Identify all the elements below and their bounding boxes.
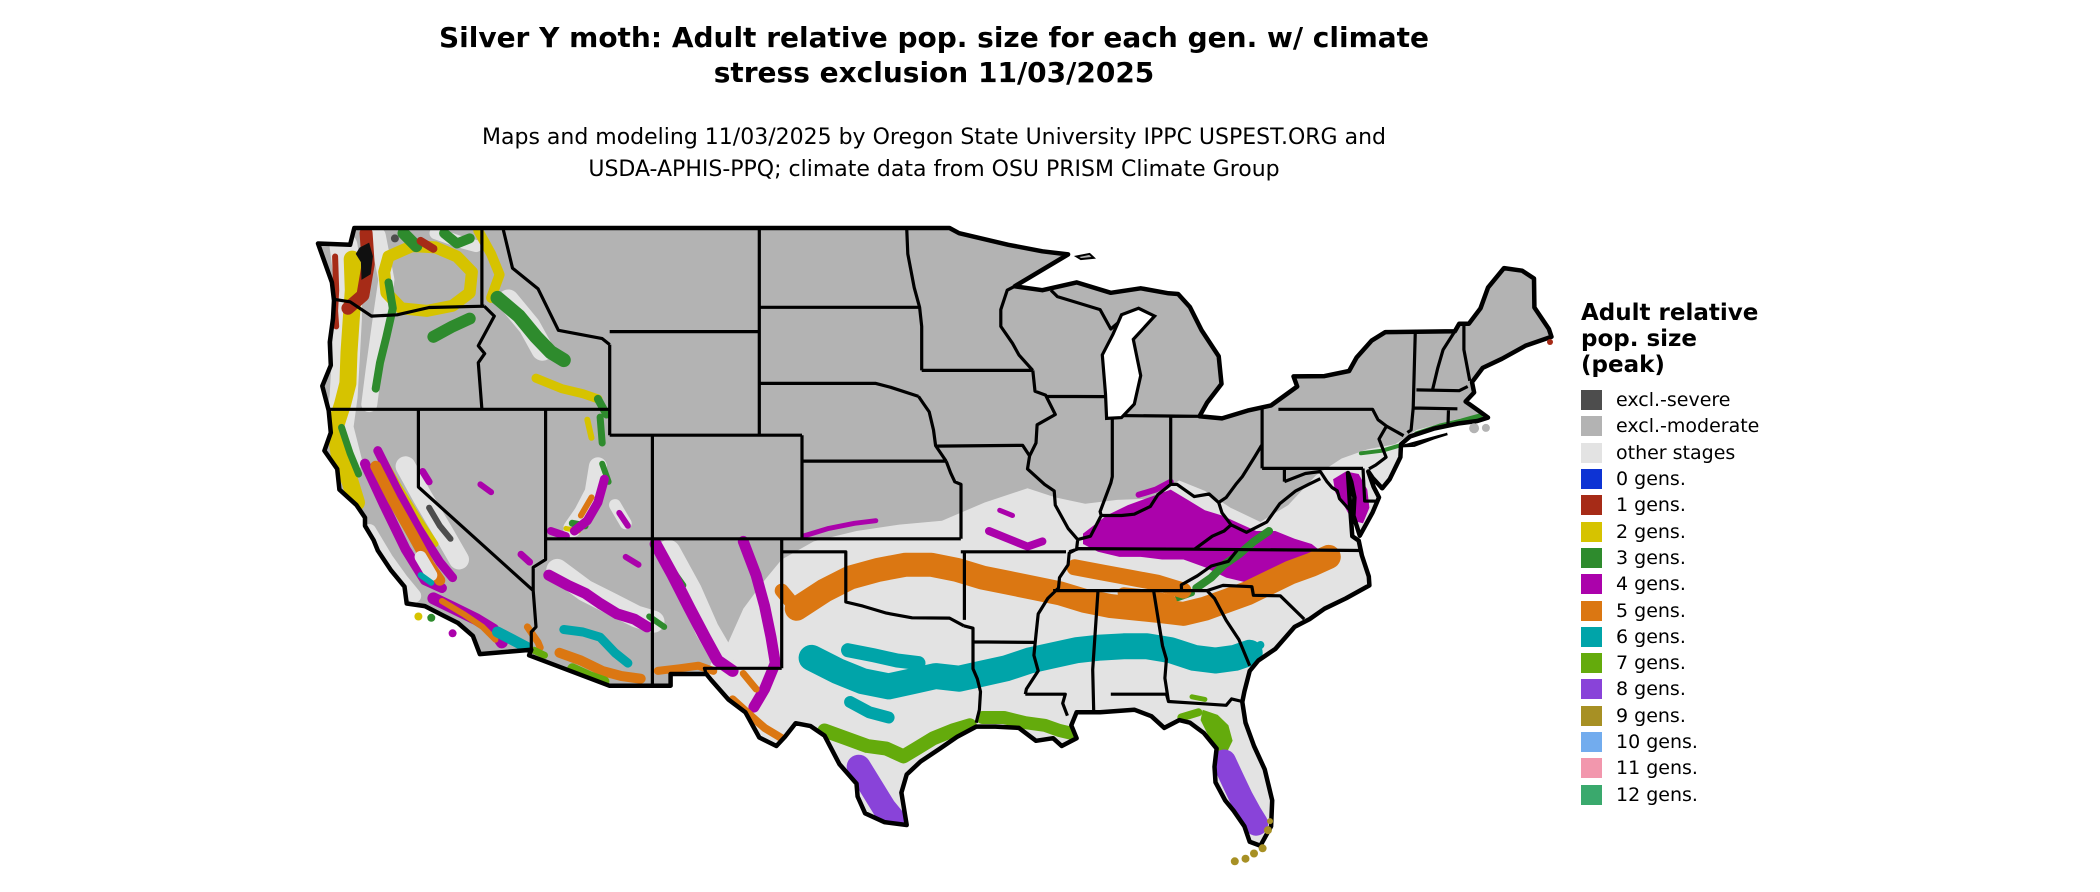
- legend-swatch-gens1: [1581, 495, 1602, 516]
- figure-subtitle-line2: USDA-APHIS-PPQ; climate data from OSU PR…: [588, 157, 1280, 182]
- legend-item-label: excl.-moderate: [1616, 415, 1760, 438]
- legend-item-gens9: 9 gens.: [1581, 703, 1881, 729]
- legend-swatch-gens0: [1581, 469, 1602, 490]
- legend-title-line3: (peak): [1581, 352, 1665, 378]
- legend-item-gens1: 1 gens.: [1581, 492, 1881, 518]
- legend-item-gens2: 2 gens.: [1581, 518, 1881, 544]
- legend-item-other_stages: other stages: [1581, 440, 1881, 466]
- legend-item-label: 11 gens.: [1616, 757, 1698, 780]
- legend-item-gens11: 11 gens.: [1581, 755, 1881, 781]
- legend-title-line2: pop. size: [1581, 326, 1698, 352]
- legend-item-excl_moderate: excl.-moderate: [1581, 413, 1881, 439]
- legend-swatch-gens4: [1581, 574, 1602, 595]
- legend-item-gens8: 8 gens.: [1581, 676, 1881, 702]
- legend-swatch-gens2: [1581, 521, 1602, 542]
- legend-item-label: 7 gens.: [1616, 652, 1686, 675]
- legend-swatch-gens7: [1581, 653, 1602, 674]
- legend-item-label: 1 gens.: [1616, 494, 1686, 517]
- legend-item-gens0: 0 gens.: [1581, 466, 1881, 492]
- legend-title: Adult relative pop. size (peak): [1581, 300, 1881, 378]
- legend-swatch-gens11: [1581, 758, 1602, 779]
- legend-title-line1: Adult relative: [1581, 300, 1759, 326]
- legend-item-gens6: 6 gens.: [1581, 624, 1881, 650]
- long-island: [1402, 432, 1448, 448]
- state-borders: [328, 228, 1472, 724]
- legend-swatch-excl_severe: [1581, 390, 1602, 411]
- legend-swatch-gens6: [1581, 626, 1602, 647]
- legend-swatch-excl_moderate: [1581, 416, 1602, 437]
- legend-item-label: 6 gens.: [1616, 625, 1686, 648]
- legend-item-gens10: 10 gens.: [1581, 729, 1881, 755]
- legend-swatch-gens9: [1581, 705, 1602, 726]
- figure-title-line1: Silver Y moth: Adult relative pop. size …: [438, 21, 1430, 54]
- legend-items: excl.-severe excl.-moderate other stages 0 …: [1581, 387, 1881, 808]
- population-bands-layer: [325, 228, 1492, 846]
- figure-title: Silver Y moth: Adult relative pop. size …: [0, 20, 1868, 90]
- legend-swatch-gens12: [1581, 784, 1602, 805]
- legend-item-label: 8 gens.: [1616, 678, 1686, 701]
- legend-item-label: 10 gens.: [1616, 731, 1698, 753]
- figure-subtitle-line1: Maps and modeling 11/03/2025 by Oregon S…: [482, 125, 1386, 150]
- figure-subtitle: Maps and modeling 11/03/2025 by Oregon S…: [0, 122, 1868, 186]
- legend-item-label: excl.-severe: [1616, 389, 1731, 412]
- legend-item-gens12: 12 gens.: [1581, 781, 1881, 807]
- legend-item-label: 12 gens.: [1616, 783, 1698, 806]
- legend-item-label: 0 gens.: [1616, 468, 1686, 491]
- map-legend: Adult relative pop. size (peak) excl.-se…: [1581, 300, 1881, 808]
- legend-swatch-gens8: [1581, 679, 1602, 700]
- isle-royale: [1073, 252, 1097, 261]
- legend-swatch-gens10: [1581, 732, 1602, 752]
- legend-item-label: other stages: [1616, 441, 1736, 464]
- conus-outline: [315, 225, 1554, 848]
- puget-sound: [355, 242, 373, 280]
- legend-item-gens5: 5 gens.: [1581, 597, 1881, 623]
- legend-item-gens4: 4 gens.: [1581, 571, 1881, 597]
- legend-item-label: 4 gens.: [1616, 573, 1686, 596]
- figure-title-line2: stress exclusion 11/03/2025: [713, 56, 1155, 89]
- legend-item-gens7: 7 gens.: [1581, 650, 1881, 676]
- legend-swatch-gens3: [1581, 547, 1602, 568]
- legend-item-gens3: 3 gens.: [1581, 545, 1881, 571]
- legend-item-label: 5 gens.: [1616, 599, 1686, 622]
- legend-item-label: 2 gens.: [1616, 520, 1686, 543]
- legend-item-excl_severe: excl.-severe: [1581, 387, 1881, 413]
- lake-michigan: [1100, 306, 1158, 421]
- legend-item-label: 3 gens.: [1616, 546, 1686, 569]
- legend-swatch-gens5: [1581, 600, 1602, 621]
- legend-swatch-other_stages: [1581, 442, 1602, 463]
- legend-item-label: 9 gens.: [1616, 704, 1686, 727]
